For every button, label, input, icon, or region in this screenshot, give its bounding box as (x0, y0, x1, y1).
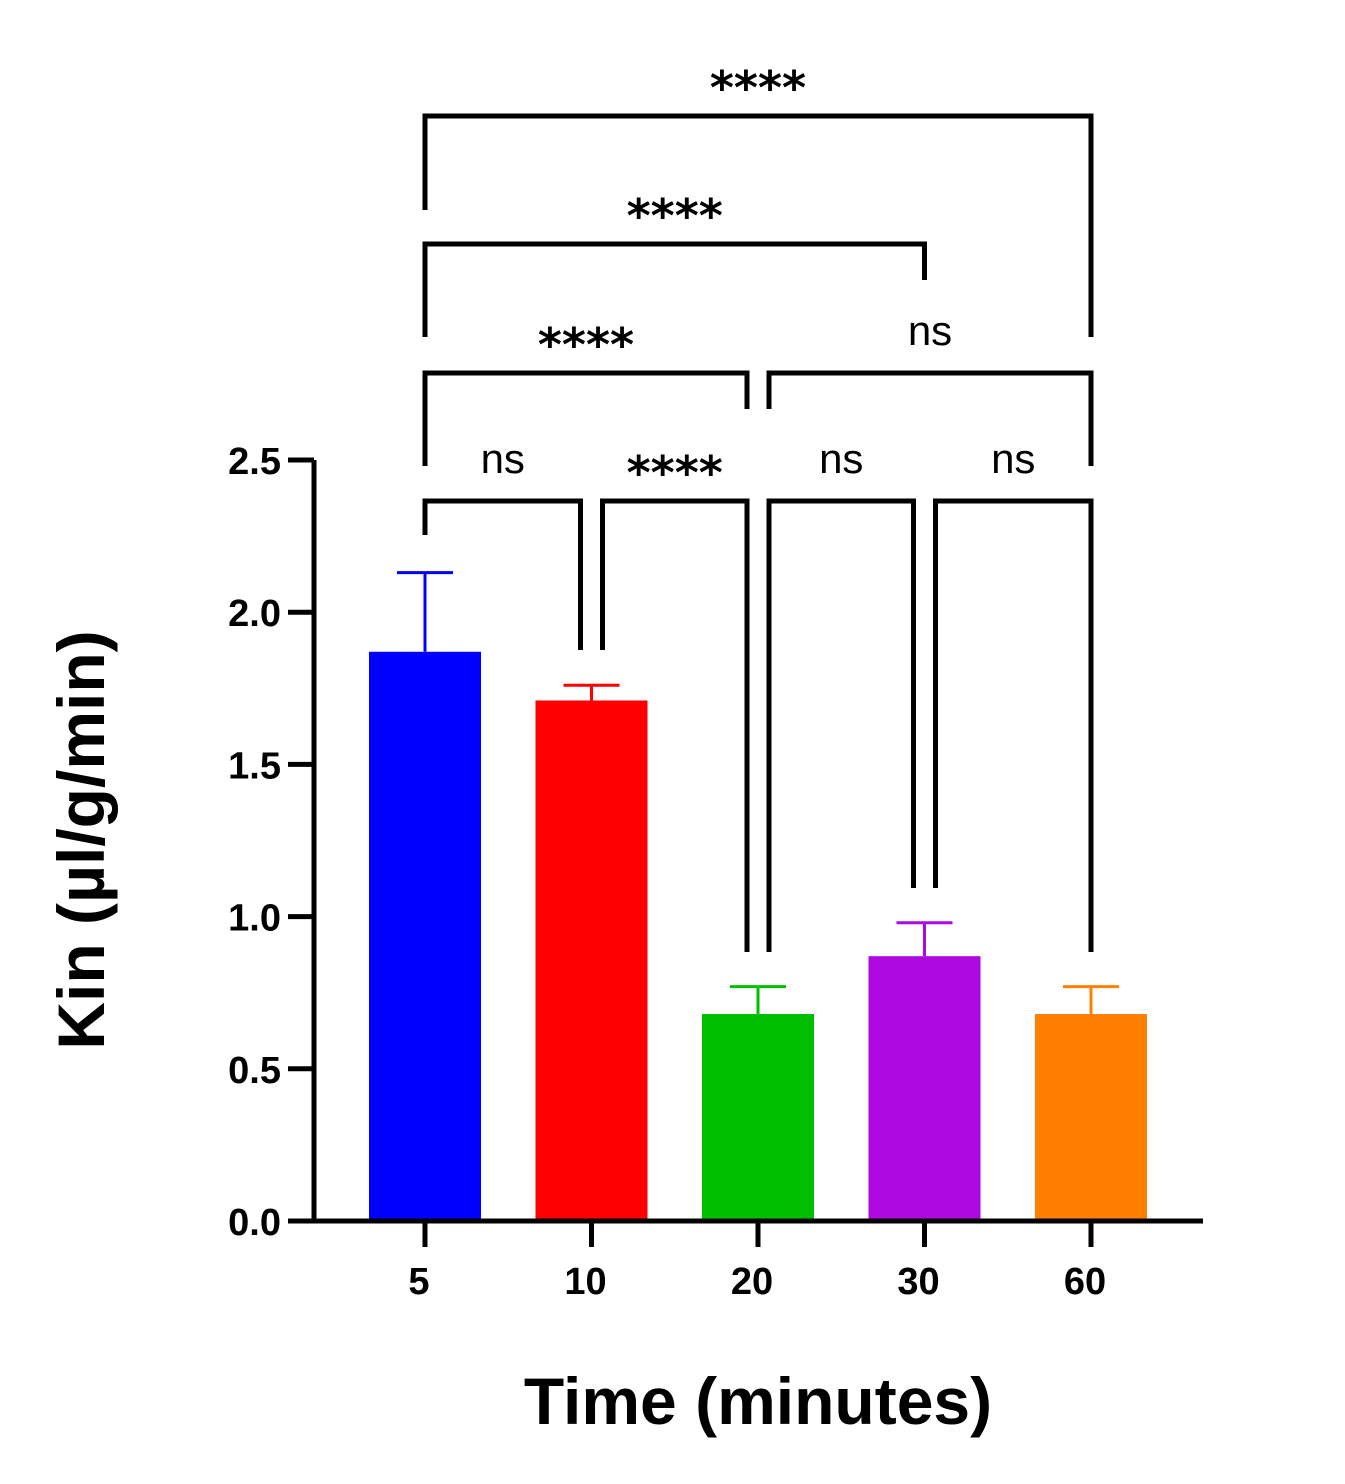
significance-bracket-5-10 (422, 498, 583, 650)
significance-label-5-60: **** (710, 61, 806, 115)
y-tick-label-0.0: 0.0 (228, 1202, 281, 1244)
bar-10 (535, 700, 648, 1221)
axes-layer: 0.0 0.5 1.0 1.5 2.0 2.5 5 10 20 30 60 (228, 441, 1203, 1303)
significance-bracket-20-60 (766, 370, 1094, 466)
significance-layer: ns **** ns ns **** ns **** **** (422, 61, 1094, 952)
x-tick-label-10: 10 (564, 1261, 606, 1303)
significance-label-5-30: **** (627, 189, 723, 243)
x-tick-label-60: 60 (1064, 1261, 1106, 1303)
significance-label-10-20: **** (627, 446, 723, 500)
bar-60 (1035, 1014, 1147, 1221)
bars-layer (369, 651, 1147, 1221)
significance-bracket-5-60 (422, 113, 1094, 337)
x-tick-label-20: 20 (731, 1261, 773, 1303)
significance-label-5-10: ns (481, 435, 525, 482)
significance-label-30-60: ns (991, 435, 1035, 482)
y-tick-label-2.5: 2.5 (228, 441, 281, 483)
y-tick-label-1.5: 1.5 (228, 745, 281, 787)
y-tick-label-1.0: 1.0 (228, 898, 281, 940)
significance-bracket-5-30 (422, 241, 927, 337)
y-tick-label-0.5: 0.5 (228, 1050, 281, 1092)
error-bars-layer (397, 571, 1119, 1015)
significance-label-20-30: ns (819, 435, 863, 482)
bar-30 (868, 956, 981, 1221)
x-tick-label-30: 30 (897, 1261, 939, 1303)
significance-label-5-20: **** (538, 318, 634, 372)
significance-bracket-30-60 (933, 498, 1094, 952)
significance-bracket-20-30 (766, 498, 916, 952)
y-tick-label-2.0: 2.0 (228, 593, 281, 635)
bar-20 (702, 1014, 814, 1221)
y-axis-title: Kin (µl/g/min) (44, 630, 118, 1049)
bar-5 (369, 651, 481, 1221)
significance-bracket-10-20 (600, 498, 750, 952)
significance-label-20-60: ns (908, 307, 952, 354)
x-tick-label-5: 5 (408, 1261, 429, 1303)
x-axis-title: Time (minutes) (524, 1364, 992, 1438)
significance-bracket-5-20 (422, 370, 750, 466)
